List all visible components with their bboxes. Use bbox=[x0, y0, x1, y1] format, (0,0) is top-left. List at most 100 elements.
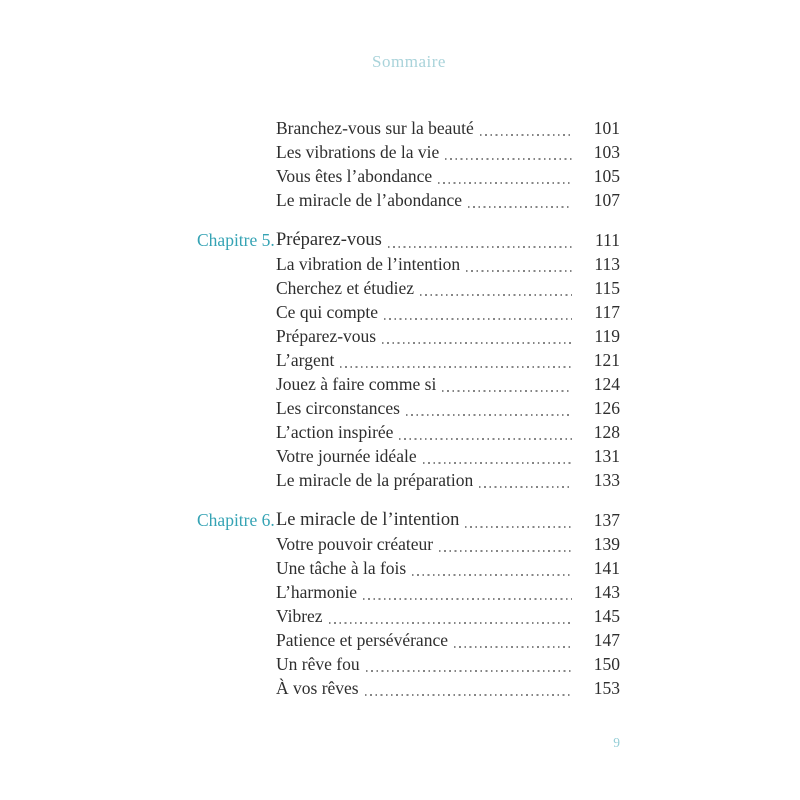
chapter-label bbox=[197, 300, 276, 324]
dot-leader bbox=[412, 556, 572, 580]
toc-row: Chapitre 6. Le miracle de l’intention 13… bbox=[197, 508, 620, 532]
toc-row: Branchez-vous sur la beauté 101 bbox=[197, 116, 620, 140]
entry-page-number: 124 bbox=[593, 374, 620, 394]
entry-page-number: 141 bbox=[593, 558, 620, 578]
chapter-label bbox=[197, 628, 276, 652]
entry-page-number: 126 bbox=[593, 398, 620, 418]
chapter-label bbox=[197, 276, 276, 300]
toc-row: L’action inspirée 128 bbox=[197, 420, 620, 444]
entry-page-number: 121 bbox=[593, 350, 620, 370]
entry-page-number: 117 bbox=[594, 302, 620, 322]
entry-title: Les circonstances bbox=[276, 398, 400, 418]
entry-title: Vibrez bbox=[276, 606, 323, 626]
toc-row: À vos rêves 153 bbox=[197, 676, 620, 700]
entry-page-number: 115 bbox=[594, 278, 620, 298]
entry-title: Le miracle de l’intention bbox=[276, 510, 460, 530]
toc-row: Chapitre 5. Préparez-vous 111 bbox=[197, 228, 620, 252]
folio-page-number: 9 bbox=[613, 735, 620, 750]
toc-row: L’harmonie 143 bbox=[197, 580, 620, 604]
entry-page-number: 111 bbox=[595, 230, 620, 250]
chapter-label bbox=[197, 348, 276, 372]
entry-title: Le miracle de la préparation bbox=[276, 470, 474, 490]
dot-leader bbox=[439, 532, 572, 556]
dot-leader bbox=[384, 300, 572, 324]
entry-title: La vibration de l’intention bbox=[276, 254, 461, 274]
entry-title: Les vibrations de la vie bbox=[276, 142, 440, 162]
chapter-label bbox=[197, 140, 276, 164]
dot-leader bbox=[365, 652, 573, 676]
toc-row: Un rêve fou 150 bbox=[197, 652, 620, 676]
entry-page-number: 145 bbox=[593, 606, 620, 626]
dot-leader bbox=[399, 420, 572, 444]
entry-page-number: 133 bbox=[593, 470, 620, 490]
entry-title: Cherchez et étudiez bbox=[276, 278, 414, 298]
toc-row: Les circonstances 126 bbox=[197, 396, 620, 420]
toc-row: Cherchez et étudiez 115 bbox=[197, 276, 620, 300]
entry-page-number: 137 bbox=[593, 510, 620, 530]
dot-leader bbox=[438, 164, 572, 188]
entry-page-number: 139 bbox=[593, 534, 620, 554]
toc-row: Patience et persévérance 147 bbox=[197, 628, 620, 652]
chapter-label bbox=[197, 652, 276, 676]
chapter-label: Chapitre 6. bbox=[197, 510, 275, 530]
dot-leader bbox=[468, 188, 572, 212]
chapter-label bbox=[197, 396, 276, 420]
toc-row: Votre journée idéale 131 bbox=[197, 444, 620, 468]
dot-leader bbox=[328, 604, 573, 628]
dot-leader bbox=[466, 252, 572, 276]
entry-title: À vos rêves bbox=[276, 678, 359, 698]
chapter-label bbox=[197, 420, 276, 444]
entry-title: Un rêve fou bbox=[276, 654, 360, 674]
toc-row: Ce qui compte 117 bbox=[197, 300, 620, 324]
entry-page-number: 143 bbox=[593, 582, 620, 602]
entry-title: Préparez-vous bbox=[276, 230, 382, 250]
entry-page-number: 153 bbox=[593, 678, 620, 698]
entry-page-number: 131 bbox=[593, 446, 620, 466]
dot-leader bbox=[479, 468, 572, 492]
toc-row: Vous êtes l’abondance 105 bbox=[197, 164, 620, 188]
toc-row: La vibration de l’intention 113 bbox=[197, 252, 620, 276]
chapter-label bbox=[197, 580, 276, 604]
chapter-label bbox=[197, 604, 276, 628]
dot-leader bbox=[419, 276, 573, 300]
chapter-label bbox=[197, 188, 276, 212]
entry-title: Le miracle de l’abondance bbox=[276, 190, 463, 210]
toc-row: L’argent 121 bbox=[197, 348, 620, 372]
chapter-label bbox=[197, 372, 276, 396]
chapter-label bbox=[197, 468, 276, 492]
entry-page-number: 103 bbox=[593, 142, 620, 162]
entry-page-number: 101 bbox=[593, 118, 620, 138]
chapter-label bbox=[197, 444, 276, 468]
dot-leader bbox=[387, 228, 573, 252]
chapter-label bbox=[197, 252, 276, 276]
dot-leader bbox=[453, 628, 573, 652]
page-title: Sommaire bbox=[372, 52, 446, 71]
entry-title: Vous êtes l’abondance bbox=[276, 166, 433, 186]
entry-title: Préparez-vous bbox=[276, 326, 377, 346]
entry-title: Ce qui compte bbox=[276, 302, 379, 322]
chapter-label: Chapitre 5. bbox=[197, 230, 275, 250]
entry-page-number: 128 bbox=[593, 422, 620, 442]
entry-title: L’argent bbox=[276, 350, 335, 370]
dot-leader bbox=[364, 676, 573, 700]
entry-title: Votre journée idéale bbox=[276, 446, 417, 466]
entry-title: Une tâche à la fois bbox=[276, 558, 407, 578]
toc-row: Une tâche à la fois 141 bbox=[197, 556, 620, 580]
dot-leader bbox=[340, 348, 572, 372]
toc-row: Les vibrations de la vie 103 bbox=[197, 140, 620, 164]
toc-row: Jouez à faire comme si 124 bbox=[197, 372, 620, 396]
toc-row: Le miracle de la préparation 133 bbox=[197, 468, 620, 492]
dot-leader bbox=[465, 508, 572, 532]
entry-title: L’action inspirée bbox=[276, 422, 394, 442]
toc-row: Vibrez 145 bbox=[197, 604, 620, 628]
chapter-label bbox=[197, 164, 276, 188]
chapter-label bbox=[197, 676, 276, 700]
entry-page-number: 150 bbox=[593, 654, 620, 674]
entry-page-number: 119 bbox=[594, 326, 620, 346]
entry-title: L’harmonie bbox=[276, 582, 357, 602]
toc: Branchez-vous sur la beauté 101 Les vibr… bbox=[197, 116, 620, 700]
chapter-label bbox=[197, 324, 276, 348]
dot-leader bbox=[363, 580, 572, 604]
dot-leader bbox=[442, 372, 572, 396]
